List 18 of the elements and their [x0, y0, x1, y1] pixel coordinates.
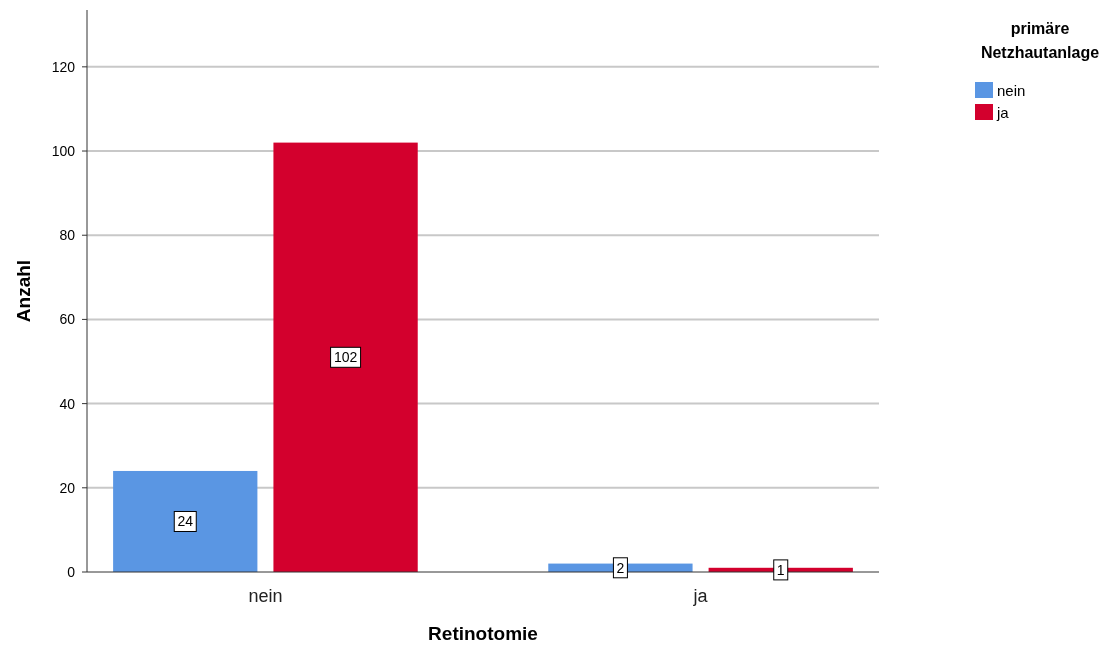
y-tick-label: 20 [59, 479, 76, 496]
legend-label: nein [997, 82, 1026, 99]
y-axis-title: Anzahl [13, 259, 34, 323]
data-label: 102 [333, 349, 358, 366]
y-tick-label: 40 [59, 395, 76, 412]
data-label: 2 [616, 559, 625, 576]
y-tick-label: 80 [59, 227, 76, 244]
y-tick-label: 60 [59, 311, 76, 328]
bar [113, 470, 258, 572]
x-axis-title: Retinotomie [428, 623, 538, 644]
data-label: 24 [177, 513, 194, 530]
data-label: 1 [776, 561, 785, 578]
y-tick-label: 100 [51, 143, 76, 160]
legend-title: primäre Netzhautanlage [980, 20, 1100, 61]
bar [273, 142, 418, 572]
y-tick-label: 120 [51, 58, 76, 75]
y-tick-label: 0 [67, 564, 76, 580]
legend-label: ja [996, 104, 1010, 121]
